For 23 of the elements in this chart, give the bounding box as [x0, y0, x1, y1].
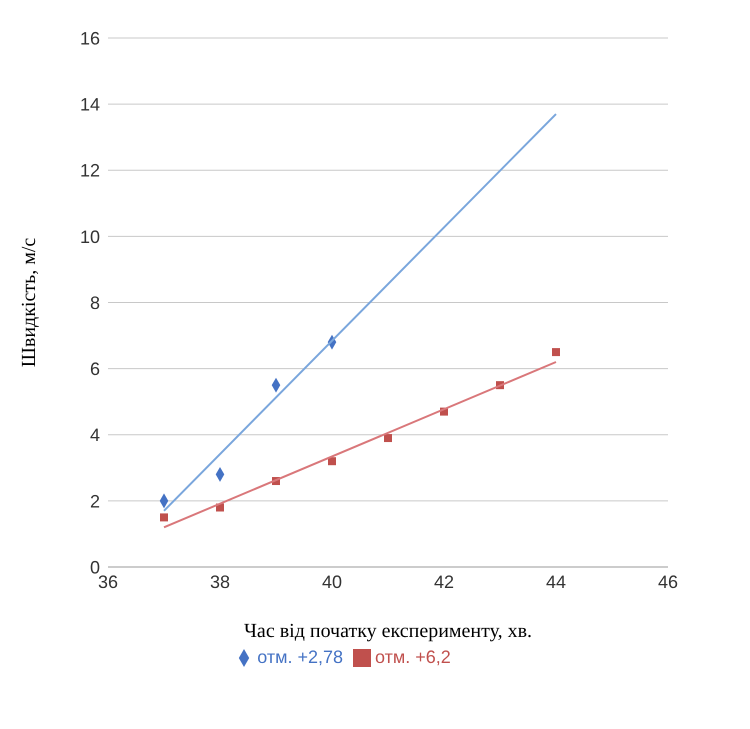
point: [328, 457, 336, 466]
y-tick-label: 6: [90, 359, 100, 380]
x-axis-title: Час від початку експерименту, хв.: [244, 620, 532, 642]
y-tick-label: 10: [80, 226, 100, 247]
x-tick-label: 44: [546, 572, 566, 592]
y-tick-label: 14: [80, 94, 100, 115]
legend-label: отм. +6,2: [375, 647, 451, 667]
y-tick-label: 8: [90, 292, 100, 313]
x-tick-label: 42: [434, 572, 454, 592]
x-tick-label: 38: [210, 572, 230, 592]
y-tick-label: 2: [90, 491, 100, 512]
point: [160, 513, 168, 522]
legend-label: отм. +2,78: [257, 647, 343, 667]
y-tick-label: 16: [80, 28, 100, 48]
x-tick-label: 40: [322, 572, 342, 592]
y-axis-title: Швидкість, м/с: [18, 238, 40, 368]
point: [384, 434, 392, 442]
y-tick-label: 0: [90, 557, 100, 578]
x-tick-label: 46: [658, 572, 678, 592]
point: [552, 348, 560, 356]
x-tick-label: 36: [98, 572, 118, 592]
y-tick-label: 4: [90, 425, 100, 446]
y-tick-label: 12: [80, 160, 100, 181]
